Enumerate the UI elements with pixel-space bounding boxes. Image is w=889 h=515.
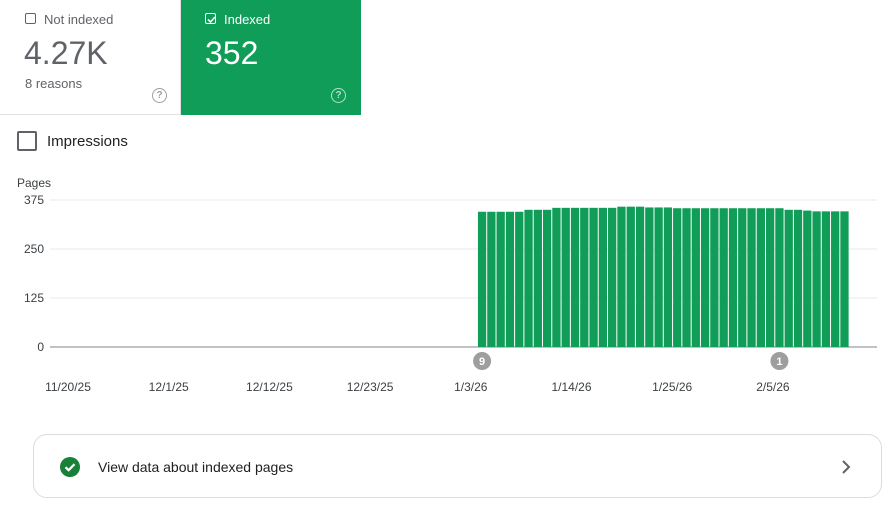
help-icon[interactable]: ? bbox=[152, 88, 167, 103]
bar bbox=[626, 206, 635, 347]
bar bbox=[812, 211, 821, 347]
bar bbox=[710, 208, 719, 347]
bar bbox=[784, 209, 793, 347]
not-indexed-checkbox[interactable] bbox=[25, 13, 36, 24]
bar bbox=[793, 209, 803, 347]
bar bbox=[542, 209, 552, 347]
view-indexed-pages-link[interactable]: View data about indexed pages bbox=[33, 434, 882, 498]
not-indexed-label: Not indexed bbox=[44, 12, 114, 27]
y-tick-label: 125 bbox=[24, 291, 44, 305]
view-indexed-pages-label: View data about indexed pages bbox=[98, 459, 294, 475]
x-tick-label: 12/23/25 bbox=[347, 380, 394, 394]
bar bbox=[840, 211, 849, 347]
bar bbox=[598, 207, 608, 347]
impressions-checkbox[interactable] bbox=[17, 131, 37, 151]
bar bbox=[691, 208, 700, 347]
indexed-value: 352 bbox=[205, 35, 259, 71]
indexed-card[interactable]: Indexed 352 ? bbox=[181, 0, 361, 115]
y-axis-label: Pages bbox=[17, 176, 51, 190]
x-tick-label: 2/5/26 bbox=[756, 380, 790, 394]
bar bbox=[552, 207, 561, 347]
chevron-right-icon bbox=[842, 460, 851, 474]
bar bbox=[747, 208, 756, 347]
bar bbox=[728, 208, 738, 347]
not-indexed-value: 4.27K bbox=[24, 35, 108, 71]
indexed-pages-chart: Pages 0 125 250 375 11/20/25 12/1/25 12/12/25… bbox=[17, 176, 877, 394]
x-tick-label: 12/12/25 bbox=[246, 380, 293, 394]
bar bbox=[738, 208, 747, 347]
bar bbox=[533, 209, 542, 347]
bar bbox=[756, 208, 765, 347]
x-tick-label: 12/1/25 bbox=[149, 380, 189, 394]
bar bbox=[821, 211, 831, 347]
annotation-marker[interactable] bbox=[473, 352, 492, 370]
bar bbox=[589, 207, 598, 347]
bar bbox=[663, 207, 673, 347]
x-tick-label: 1/25/26 bbox=[652, 380, 692, 394]
bar bbox=[561, 207, 570, 347]
check-circle-icon bbox=[60, 457, 80, 477]
x-tick-label: 1/14/26 bbox=[551, 380, 591, 394]
x-tick-label: 1/3/26 bbox=[454, 380, 488, 394]
x-tick-label: 11/20/25 bbox=[45, 380, 91, 394]
bar bbox=[673, 208, 682, 347]
annotation-count: 1 bbox=[776, 356, 782, 368]
bar bbox=[775, 208, 784, 347]
bar bbox=[524, 209, 533, 347]
y-tick-label: 0 bbox=[37, 340, 44, 354]
bar bbox=[570, 207, 580, 347]
not-indexed-reasons: 8 reasons bbox=[25, 76, 83, 91]
bar bbox=[645, 207, 654, 347]
bar bbox=[580, 207, 589, 347]
annotation-marker[interactable] bbox=[770, 352, 789, 370]
bar bbox=[617, 206, 626, 347]
bar bbox=[765, 208, 775, 347]
bar bbox=[700, 208, 710, 347]
bar bbox=[719, 208, 728, 347]
bar bbox=[477, 211, 487, 347]
indexed-label: Indexed bbox=[224, 12, 271, 27]
bar bbox=[831, 211, 840, 347]
help-icon[interactable]: ? bbox=[331, 88, 346, 103]
bar bbox=[608, 207, 617, 347]
bar bbox=[635, 206, 645, 347]
checkmark-icon bbox=[207, 16, 216, 24]
indexed-checkbox[interactable] bbox=[205, 13, 216, 24]
y-tick-label: 375 bbox=[24, 193, 44, 207]
bar bbox=[496, 211, 505, 347]
annotation-count: 9 bbox=[479, 356, 485, 368]
bar bbox=[515, 211, 524, 347]
not-indexed-card[interactable]: Not indexed 4.27K 8 reasons ? bbox=[0, 0, 181, 115]
bar bbox=[682, 208, 691, 347]
bar bbox=[654, 207, 663, 347]
bar bbox=[803, 210, 812, 347]
bar bbox=[505, 211, 515, 347]
y-tick-label: 250 bbox=[24, 242, 44, 256]
bar bbox=[487, 211, 496, 347]
impressions-label: Impressions bbox=[47, 133, 128, 150]
